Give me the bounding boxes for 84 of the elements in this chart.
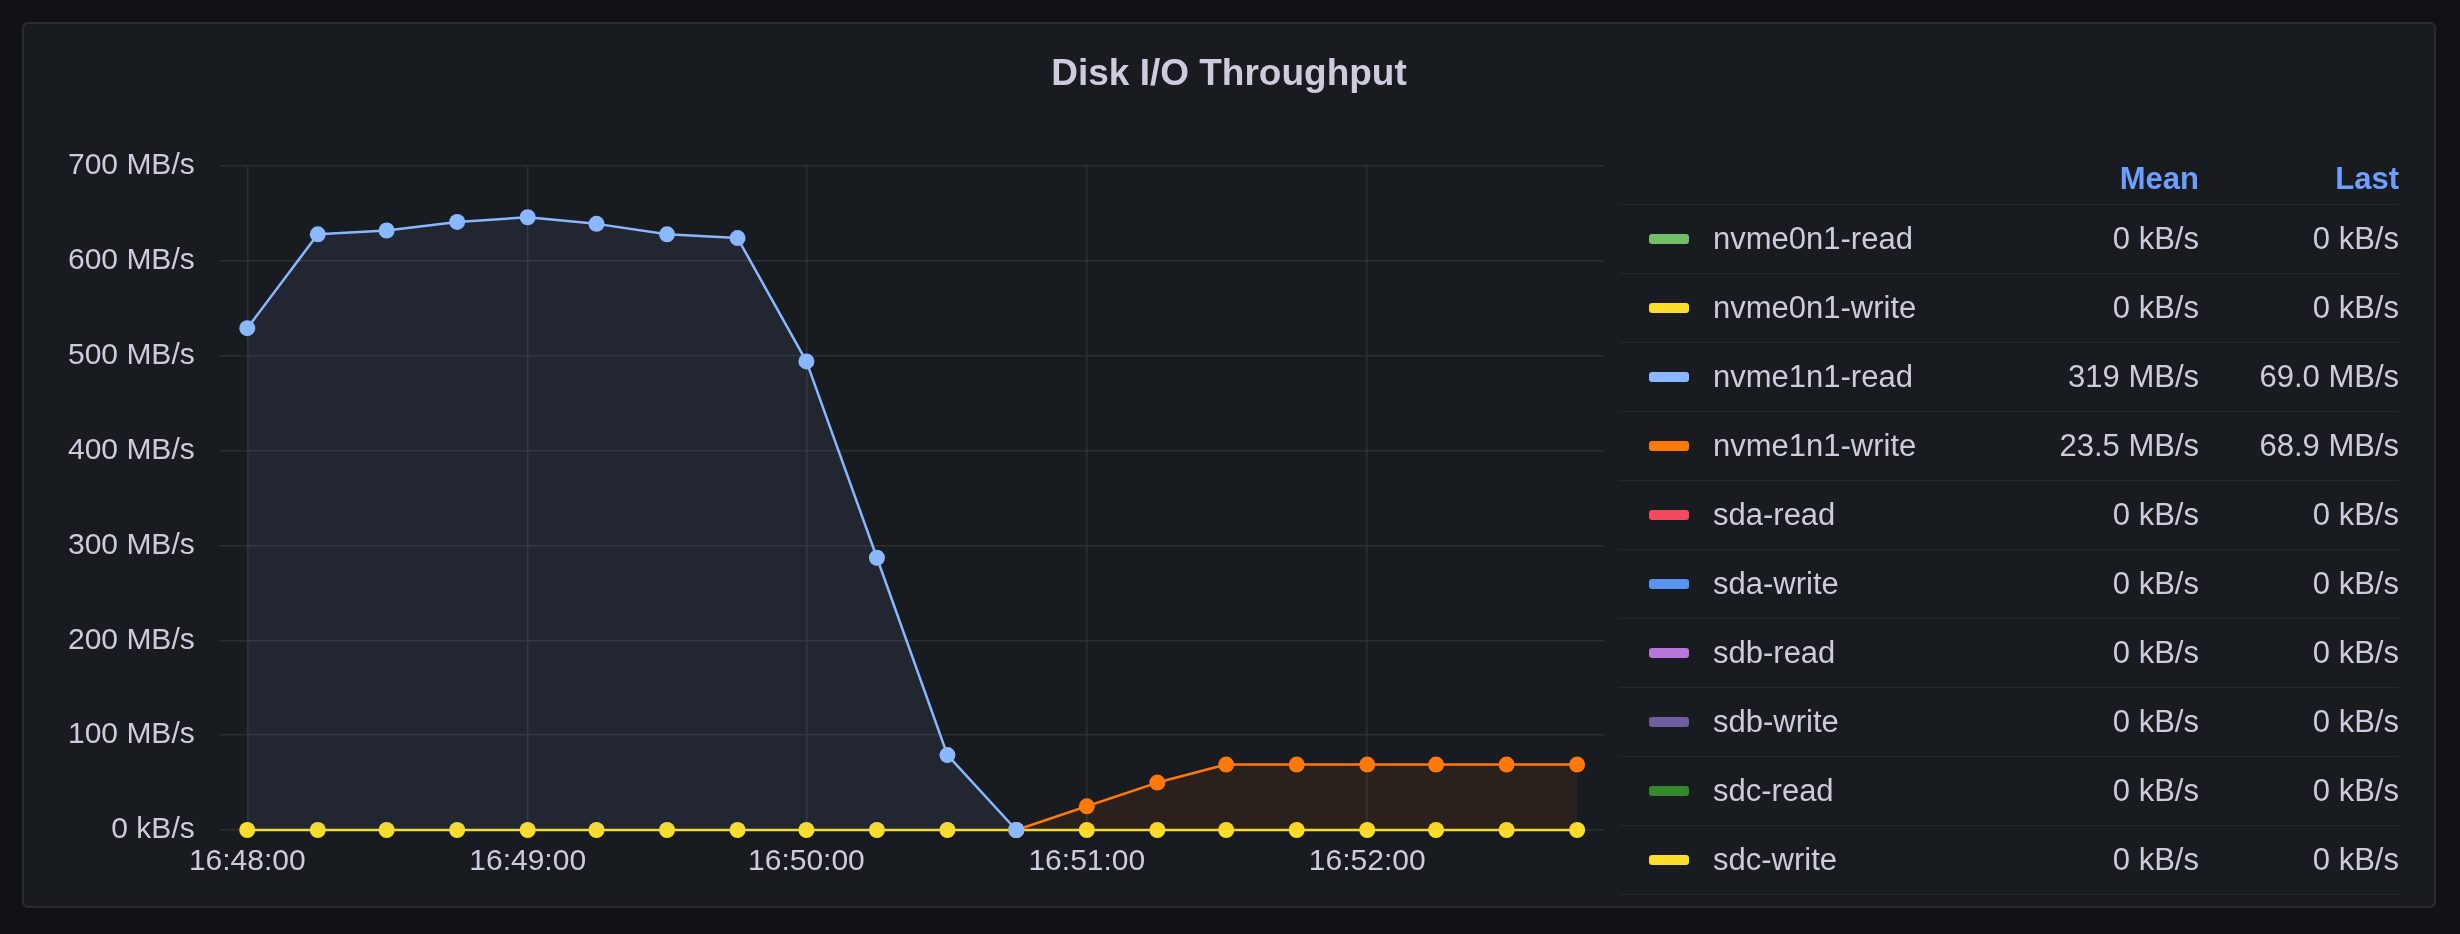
text: Last bbox=[2334, 161, 2399, 197]
legend-label: nvme1n1-read bbox=[1713, 359, 1914, 395]
text: Mean bbox=[2118, 161, 2199, 197]
text: 0 kB/s bbox=[2311, 497, 2399, 533]
point bbox=[588, 215, 605, 232]
point bbox=[1428, 822, 1445, 838]
text: 0 kB/s bbox=[2311, 221, 2399, 257]
point bbox=[378, 222, 395, 239]
text: 23.5 MB/s bbox=[2058, 428, 2199, 464]
point bbox=[798, 353, 815, 370]
x-tick-label: 16:50:00 bbox=[748, 843, 865, 877]
point bbox=[939, 747, 956, 764]
point bbox=[1428, 756, 1445, 773]
text: 0 kB/s bbox=[2311, 773, 2399, 809]
x-tick-label: 16:52:00 bbox=[1308, 843, 1426, 877]
point bbox=[798, 822, 815, 838]
text: 319 MB/s bbox=[2067, 359, 2199, 395]
point bbox=[309, 226, 326, 243]
y-tick-label: 600 MB/s bbox=[67, 242, 195, 276]
y-tick-label: 700 MB/s bbox=[67, 147, 195, 181]
legend-label: sdc-write bbox=[1713, 842, 1838, 878]
text: 0 kB/s bbox=[2111, 566, 2199, 602]
point bbox=[449, 822, 466, 838]
chart-title: Disk I/O Throughput bbox=[1050, 52, 1408, 94]
point bbox=[378, 822, 395, 838]
point bbox=[659, 822, 676, 838]
point bbox=[868, 822, 885, 838]
point bbox=[1498, 756, 1515, 773]
point bbox=[1218, 756, 1235, 773]
legend-label: sdc-read bbox=[1713, 773, 1835, 809]
legend-label: sdb-read bbox=[1713, 635, 1837, 671]
y-tick-label: 500 MB/s bbox=[67, 336, 195, 370]
text: 0 kB/s bbox=[2111, 704, 2199, 740]
point bbox=[449, 213, 466, 230]
legend-label: sdb-write bbox=[1713, 704, 1840, 740]
legend-label: nvme1n1-write bbox=[1713, 428, 1918, 464]
y-tick-label: 400 MB/s bbox=[67, 431, 195, 465]
text: 0 kB/s bbox=[2311, 290, 2399, 326]
point bbox=[729, 822, 746, 838]
point bbox=[239, 320, 256, 337]
legend-label: nvme0n1-write bbox=[1713, 290, 1918, 326]
point bbox=[1149, 774, 1166, 791]
point bbox=[1359, 756, 1376, 773]
legend-label: sda-write bbox=[1713, 566, 1840, 602]
point bbox=[309, 822, 326, 838]
point bbox=[588, 822, 605, 838]
text: 0 kB/s bbox=[2111, 635, 2199, 671]
legend-label: nvme0n1-read bbox=[1713, 221, 1914, 257]
point bbox=[519, 209, 536, 226]
y-tick-label: 0 kB/s bbox=[111, 811, 195, 845]
text: 0 kB/s bbox=[2311, 635, 2399, 671]
point bbox=[1149, 822, 1166, 838]
point bbox=[1078, 822, 1095, 838]
x-tick-label: 16:48:00 bbox=[188, 843, 306, 877]
point bbox=[1218, 822, 1235, 838]
point bbox=[1569, 822, 1586, 838]
y-tick-label: 300 MB/s bbox=[67, 526, 195, 560]
text: 0 kB/s bbox=[2111, 497, 2199, 533]
point bbox=[239, 822, 256, 838]
text: 0 kB/s bbox=[2111, 842, 2199, 878]
text: 0 kB/s bbox=[2311, 704, 2399, 740]
legend-label: sda-read bbox=[1713, 497, 1837, 533]
y-tick-label: 200 MB/s bbox=[67, 621, 195, 655]
point bbox=[1359, 822, 1376, 838]
point bbox=[729, 230, 746, 247]
text: 68.9 MB/s bbox=[2258, 428, 2399, 464]
point bbox=[1288, 756, 1305, 773]
text: 0 kB/s bbox=[2311, 566, 2399, 602]
text: 0 kB/s bbox=[2311, 842, 2399, 878]
x-tick-label: 16:51:00 bbox=[1028, 843, 1146, 877]
point bbox=[1288, 822, 1305, 838]
text: 0 kB/s bbox=[2111, 290, 2199, 326]
point bbox=[1078, 798, 1095, 815]
point bbox=[868, 549, 885, 566]
point bbox=[1569, 756, 1586, 773]
text: 69.0 MB/s bbox=[2258, 359, 2399, 395]
y-tick-label: 100 MB/s bbox=[67, 716, 195, 750]
point bbox=[659, 226, 676, 243]
x-tick-label: 16:49:00 bbox=[469, 843, 587, 877]
text: 0 kB/s bbox=[2111, 221, 2199, 257]
point bbox=[939, 822, 956, 838]
point bbox=[519, 822, 536, 838]
point bbox=[1498, 822, 1515, 838]
text: 0 kB/s bbox=[2111, 773, 2199, 809]
